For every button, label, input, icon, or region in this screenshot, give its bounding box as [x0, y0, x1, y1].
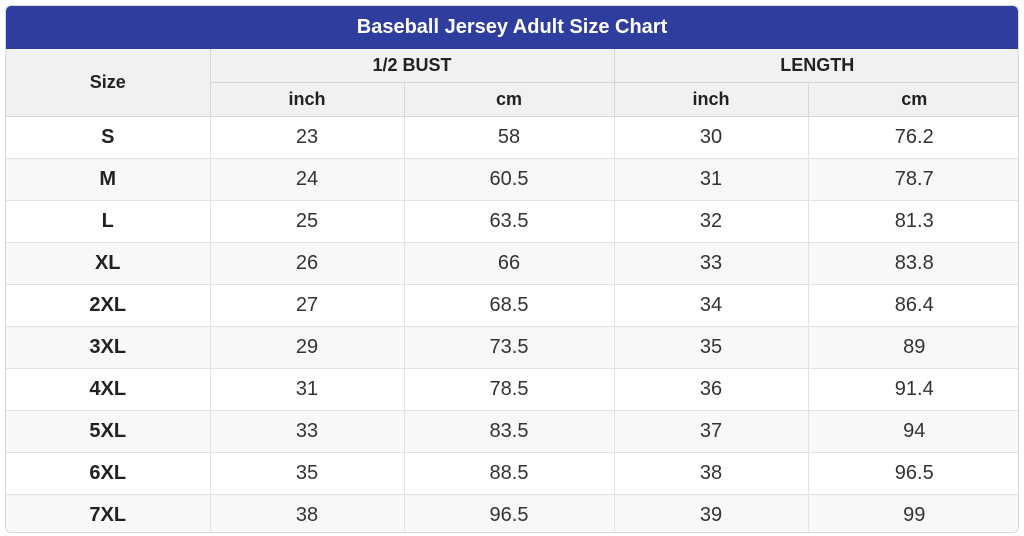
table-row: L 25 63.5 32 81.3: [6, 200, 1018, 243]
bust-inch-cell: 25: [210, 200, 405, 243]
bust-cm-cell: 73.5: [404, 326, 615, 369]
bust-cm-cell: 96.5: [404, 494, 615, 532]
table-row: 7XL 38 96.5 39 99: [6, 494, 1018, 532]
table-row: S 23 58 30 76.2: [6, 116, 1018, 159]
size-cell: 6XL: [6, 452, 211, 495]
bust-cm-cell: 63.5: [404, 200, 615, 243]
size-cell: 2XL: [6, 284, 211, 327]
bust-inch-cell: 29: [210, 326, 405, 369]
length-cm-cell: 83.8: [808, 242, 1018, 285]
table-row: 4XL 31 78.5 36 91.4: [6, 368, 1018, 411]
length-inch-cell: 30: [614, 116, 809, 159]
bust-inch-cell: 35: [210, 452, 405, 495]
bust-cm-cell: 68.5: [404, 284, 615, 327]
size-cell: S: [6, 116, 211, 159]
header-length-cm: cm: [808, 82, 1018, 117]
size-cell: 4XL: [6, 368, 211, 411]
table-body: S 23 58 30 76.2 M 24 60.5 31 78.7 L 25 6…: [6, 116, 1018, 532]
length-inch-cell: 31: [614, 158, 809, 201]
length-inch-cell: 38: [614, 452, 809, 495]
length-cm-cell: 89: [808, 326, 1018, 369]
header-bust-inch: inch: [210, 82, 405, 117]
length-inch-cell: 36: [614, 368, 809, 411]
length-inch-cell: 37: [614, 410, 809, 453]
table-row: 2XL 27 68.5 34 86.4: [6, 284, 1018, 327]
bust-inch-cell: 31: [210, 368, 405, 411]
header-size: Size: [6, 49, 211, 117]
size-cell: 3XL: [6, 326, 211, 369]
size-cell: XL: [6, 242, 211, 285]
bust-inch-cell: 27: [210, 284, 405, 327]
table-row: M 24 60.5 31 78.7: [6, 158, 1018, 201]
bust-inch-cell: 33: [210, 410, 405, 453]
table-row: 3XL 29 73.5 35 89: [6, 326, 1018, 369]
table-header: Size 1/2 BUST LENGTH inch cm inch cm: [6, 49, 1018, 117]
size-cell: 5XL: [6, 410, 211, 453]
length-cm-cell: 78.7: [808, 158, 1018, 201]
bust-cm-cell: 60.5: [404, 158, 615, 201]
bust-inch-cell: 24: [210, 158, 405, 201]
header-length-inch: inch: [614, 82, 809, 117]
bust-cm-cell: 88.5: [404, 452, 615, 495]
size-cell: L: [6, 200, 211, 243]
length-cm-cell: 81.3: [808, 200, 1018, 243]
bust-inch-cell: 23: [210, 116, 405, 159]
size-cell: M: [6, 158, 211, 201]
length-cm-cell: 96.5: [808, 452, 1018, 495]
bust-inch-cell: 26: [210, 242, 405, 285]
length-cm-cell: 91.4: [808, 368, 1018, 411]
size-cell: 7XL: [6, 494, 211, 532]
length-cm-cell: 99: [808, 494, 1018, 532]
length-inch-cell: 32: [614, 200, 809, 243]
chart-title: Baseball Jersey Adult Size Chart: [6, 6, 1018, 49]
header-bust: 1/2 BUST: [210, 49, 615, 83]
length-inch-cell: 39: [614, 494, 809, 532]
size-table: Size 1/2 BUST LENGTH inch cm inch cm S 2…: [6, 49, 1018, 532]
bust-cm-cell: 58: [404, 116, 615, 159]
length-inch-cell: 35: [614, 326, 809, 369]
header-bust-cm: cm: [404, 82, 615, 117]
length-cm-cell: 86.4: [808, 284, 1018, 327]
length-inch-cell: 34: [614, 284, 809, 327]
table-row: 6XL 35 88.5 38 96.5: [6, 452, 1018, 495]
bust-inch-cell: 38: [210, 494, 405, 532]
bust-cm-cell: 78.5: [404, 368, 615, 411]
length-cm-cell: 94: [808, 410, 1018, 453]
bust-cm-cell: 66: [404, 242, 615, 285]
size-chart: Baseball Jersey Adult Size Chart Size 1/…: [5, 5, 1019, 533]
length-cm-cell: 76.2: [808, 116, 1018, 159]
bust-cm-cell: 83.5: [404, 410, 615, 453]
table-row: XL 26 66 33 83.8: [6, 242, 1018, 285]
header-length: LENGTH: [614, 49, 1018, 83]
length-inch-cell: 33: [614, 242, 809, 285]
table-row: 5XL 33 83.5 37 94: [6, 410, 1018, 453]
